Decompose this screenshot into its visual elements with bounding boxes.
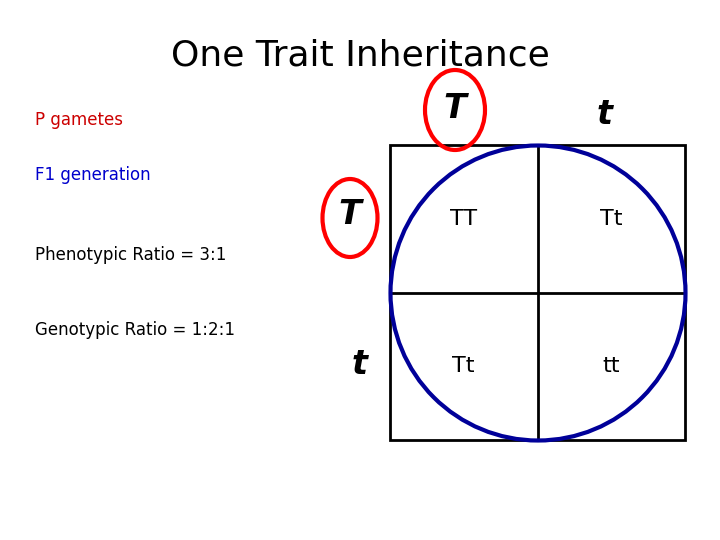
Text: Genotypic Ratio = 1:2:1: Genotypic Ratio = 1:2:1	[35, 321, 235, 339]
Text: One Trait Inheritance: One Trait Inheritance	[171, 38, 549, 72]
Text: T: T	[444, 91, 467, 125]
Text: t: t	[597, 98, 613, 132]
Text: t: t	[352, 348, 368, 381]
Text: Phenotypic Ratio = 3:1: Phenotypic Ratio = 3:1	[35, 246, 226, 264]
Text: Tt: Tt	[600, 209, 623, 229]
Text: Tt: Tt	[452, 356, 475, 376]
Text: tt: tt	[603, 356, 620, 376]
Text: TT: TT	[450, 209, 477, 229]
Text: F1 generation: F1 generation	[35, 166, 150, 184]
Text: T: T	[338, 199, 361, 232]
Text: P gametes: P gametes	[35, 111, 123, 129]
Bar	[390, 145, 685, 440]
